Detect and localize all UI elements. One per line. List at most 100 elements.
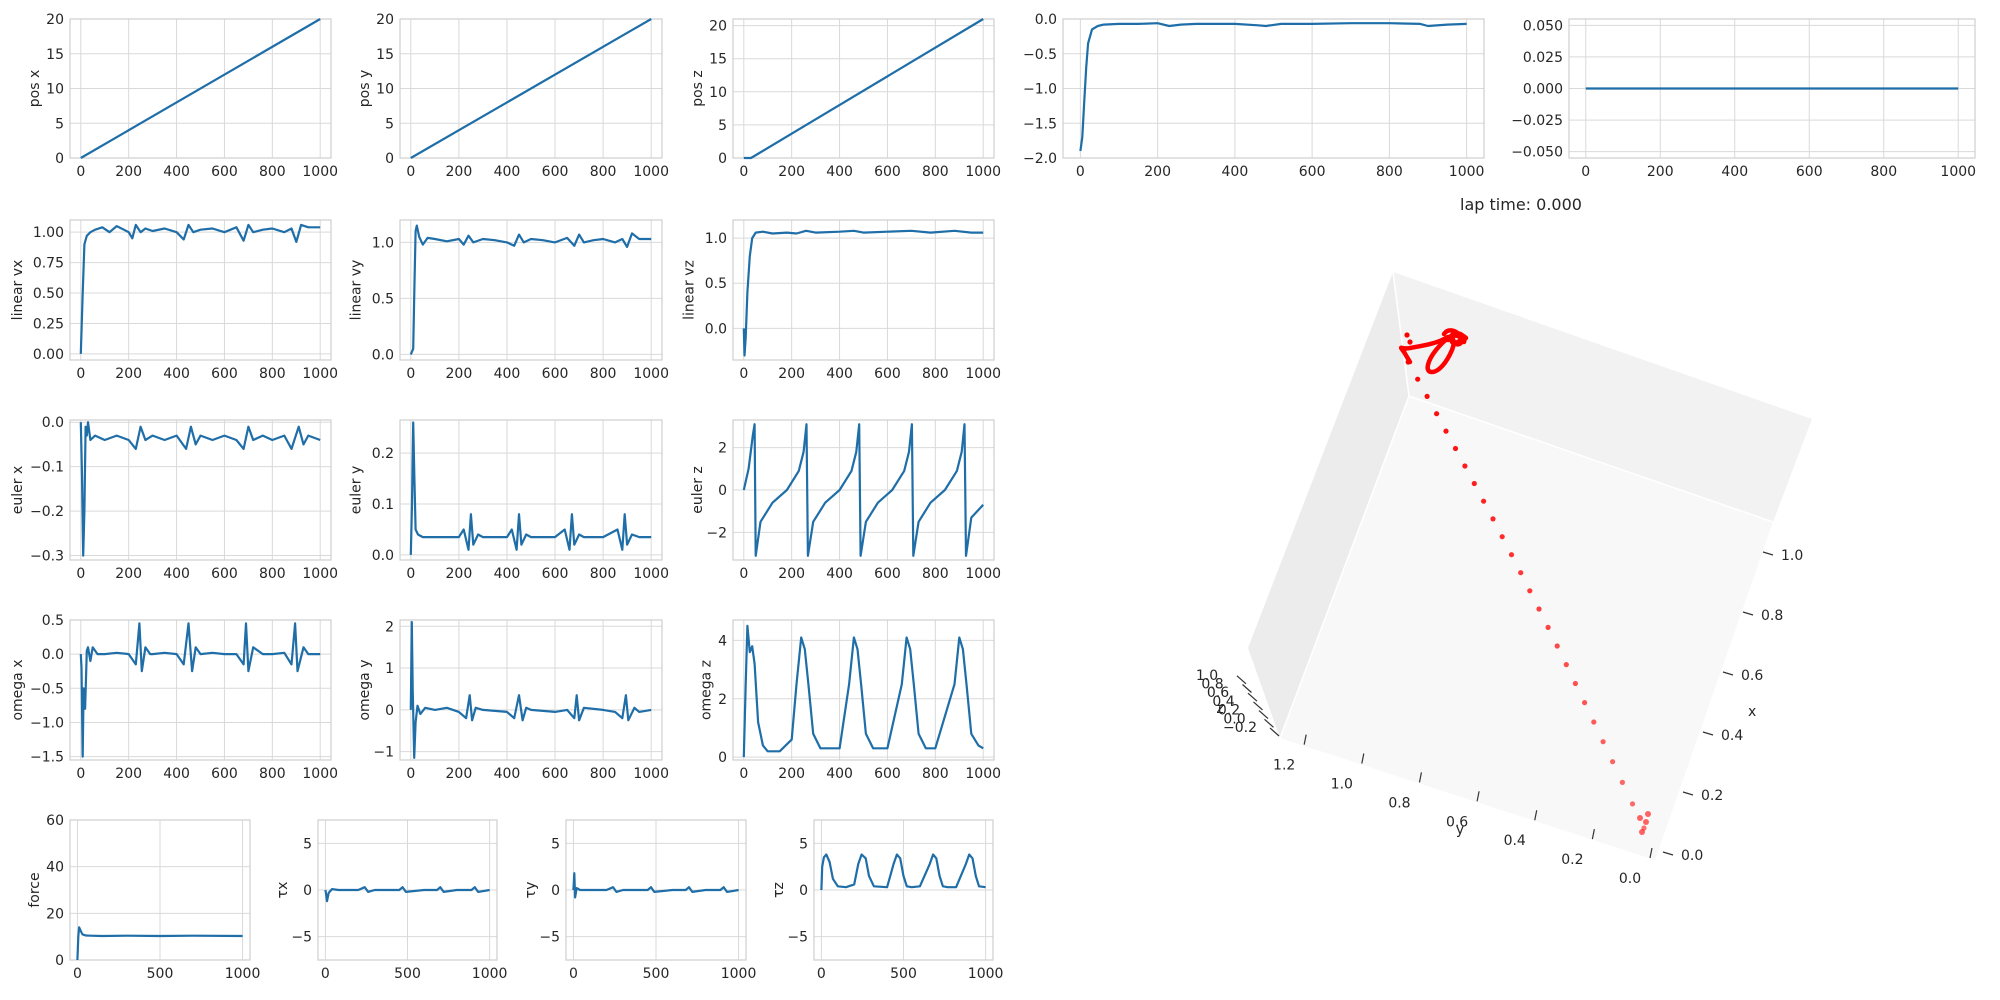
axes-frame xyxy=(69,219,332,361)
y-tick-label: 0.5 xyxy=(705,276,727,292)
x-tick-label: 0 xyxy=(1581,164,1590,180)
trajectory-point xyxy=(1434,411,1440,417)
x-tick-label: 500 xyxy=(890,966,917,982)
y3d-tick-label: 1.0 xyxy=(1331,777,1353,793)
x-tick-label: 1000 xyxy=(965,164,1001,180)
x-tick-label: 200 xyxy=(778,164,805,180)
axes-frame xyxy=(69,18,332,159)
x-tick-label: 200 xyxy=(1144,164,1171,180)
x3d-tick-label: 0.0 xyxy=(1681,848,1703,864)
y-tick-label: 0.025 xyxy=(1523,50,1563,66)
y-tick-label: 1 xyxy=(385,661,394,677)
x-tick-label: 600 xyxy=(211,566,238,582)
trajectory-3d-plot: 0.00.20.40.60.81.0x0.00.20.40.60.81.01.2… xyxy=(1196,271,1812,887)
x-tick-label: 1000 xyxy=(633,766,669,782)
x-tick-label: 600 xyxy=(1299,164,1326,180)
x3d-tick-label: 0.4 xyxy=(1721,728,1743,744)
y-tick-label: −5 xyxy=(787,930,808,946)
z3d-tick xyxy=(1258,710,1269,720)
axes-frame xyxy=(69,819,251,961)
trajectory-loop xyxy=(1398,328,1469,375)
z3d-tick xyxy=(1269,727,1280,737)
y-axis-label: pos z xyxy=(690,70,706,107)
y3d-tick xyxy=(1418,772,1423,783)
pane-floor xyxy=(1280,396,1773,860)
x-tick-label: 600 xyxy=(211,766,238,782)
y3d-tick xyxy=(1476,791,1480,802)
y-axis-label: omega y xyxy=(357,659,373,720)
trajectory-point xyxy=(1424,393,1430,399)
axes-frame xyxy=(69,619,332,761)
z3d-tick xyxy=(1236,675,1247,685)
x-tick-label: 400 xyxy=(826,164,853,180)
series-line xyxy=(409,421,652,555)
x-tick-label: 0 xyxy=(739,566,748,582)
trajectory-point xyxy=(1563,662,1569,668)
y-tick-label: 5 xyxy=(551,836,560,852)
x3d-tick-label: 0.2 xyxy=(1701,788,1723,804)
axes-frame xyxy=(69,419,332,561)
y-tick-label: −2 xyxy=(706,525,727,541)
subplot-top-right-1: 0 200 400 600 800 1000 −2.0 −1.5 −1.0 −0.5 0.0 xyxy=(1023,12,1485,180)
y-tick-label: 0.50 xyxy=(33,286,64,302)
x-tick-label: 200 xyxy=(115,164,142,180)
x-tick-label: 200 xyxy=(1647,164,1674,180)
y-tick-label: 0.2 xyxy=(372,446,394,462)
x-tick-label: 200 xyxy=(115,566,142,582)
y-tick-label: 15 xyxy=(46,47,64,63)
subplot-force: 0 500 1000 0 20 40 60 force xyxy=(27,813,260,982)
x-tick-label: 1000 xyxy=(1940,164,1976,180)
y-tick-label: 0.75 xyxy=(33,256,64,272)
trajectory-point xyxy=(1527,588,1533,594)
y-axis-label: omega x xyxy=(10,659,26,720)
x-tick-label: 200 xyxy=(446,366,473,382)
y-tick-label: 10 xyxy=(46,82,64,98)
y-tick-label: 0 xyxy=(385,151,394,167)
subplot-tau-z: 0 500 1000 −5 0 5 τz xyxy=(771,819,1003,982)
x-tick-label: 1000 xyxy=(633,164,669,180)
y-tick-label: 15 xyxy=(376,47,394,63)
z3d-tick-label: −0.2 xyxy=(1223,720,1257,736)
axes-frame xyxy=(732,18,995,159)
x-tick-label: 200 xyxy=(778,566,805,582)
y-axis-label: τz xyxy=(771,882,787,898)
y-tick-label: 0 xyxy=(718,151,727,167)
x-tick-label: 0 xyxy=(73,966,82,982)
trajectory-point xyxy=(1407,339,1413,345)
z3d-tick-label: 1.0 xyxy=(1196,668,1218,684)
x-tick-label: 0 xyxy=(406,766,415,782)
series-line xyxy=(1079,22,1467,152)
z3d-tick-label: 0.2 xyxy=(1218,703,1240,719)
trajectory-point xyxy=(1545,624,1551,631)
x-tick-label: 800 xyxy=(922,164,949,180)
z3d-tick-label: 0.4 xyxy=(1212,694,1234,710)
y-tick-label: 0.5 xyxy=(42,613,64,629)
y-tick-label: 5 xyxy=(55,116,64,132)
x-tick-label: 500 xyxy=(147,966,174,982)
x-tick-label: 0 xyxy=(739,766,748,782)
series-line xyxy=(76,926,243,961)
x-tick-label: 800 xyxy=(922,366,949,382)
y-tick-label: 0.0 xyxy=(1035,12,1057,28)
x-tick-label: 400 xyxy=(826,566,853,582)
subplot-pos-y: 0 200 400 600 800 1000 0 5 10 15 20 pos y xyxy=(357,12,669,180)
axes-frame xyxy=(732,219,995,361)
trajectory-point xyxy=(1481,498,1487,504)
y-tick-label: 0 xyxy=(718,483,727,499)
x-tick-label: 600 xyxy=(211,366,238,382)
x-tick-label: 400 xyxy=(494,766,521,782)
subplot-omega-x: 0 200 400 600 800 1000 −1.5 −1.0 −0.5 0.0 0.5 omega… xyxy=(10,613,338,782)
x-tick-label: 1000 xyxy=(633,366,669,382)
subplot-linear-vx: 0 200 400 600 800 1000 0.00 0.25 0.50 0.75 1.00 lin… xyxy=(10,219,338,382)
series-line xyxy=(79,421,321,557)
subplot-euler-z: 0 200 400 600 800 1000 −2 0 2 euler z xyxy=(690,419,1001,582)
y-tick-label: 0 xyxy=(385,703,394,719)
y-axis-label: omega z xyxy=(699,660,715,720)
y-tick-label: 2 xyxy=(718,441,727,457)
z3d-tick xyxy=(1253,701,1263,711)
trajectory-point xyxy=(1619,779,1625,786)
y-tick-label: 1.0 xyxy=(372,235,394,251)
x-tick-label: 200 xyxy=(778,766,805,782)
x-tick-label: 400 xyxy=(494,566,521,582)
